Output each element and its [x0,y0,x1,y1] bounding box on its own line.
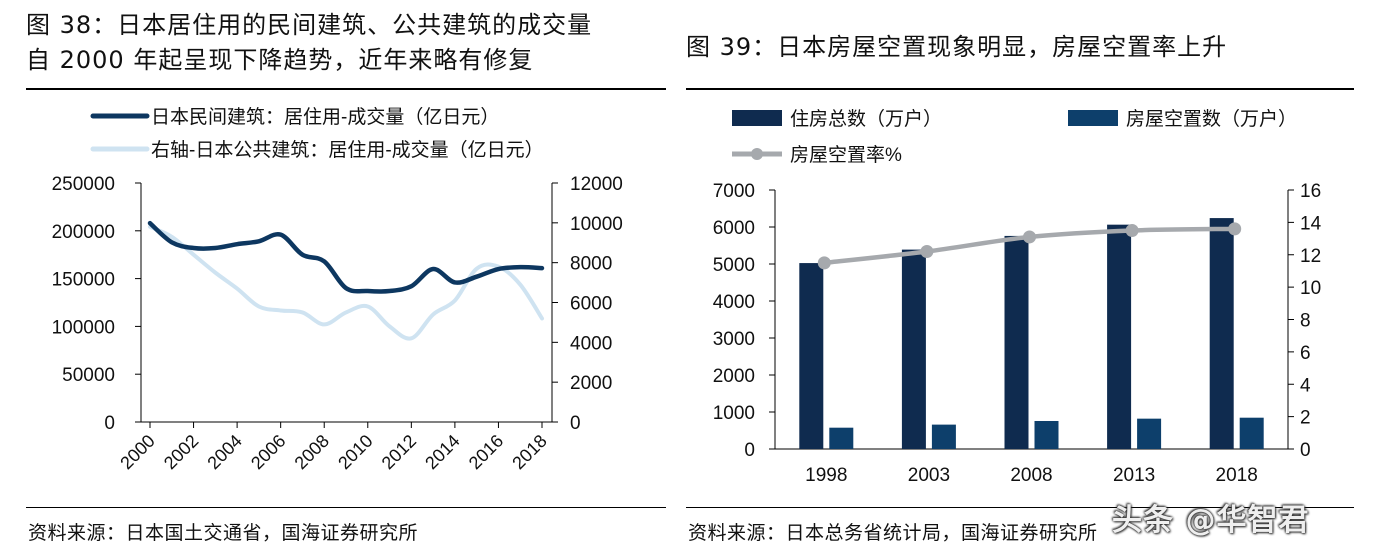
left-y-tick-label: 0 [744,440,755,461]
point-vacancy-rate-2003 [920,245,934,259]
bar-total-housing-1998 [799,263,824,449]
x-tick-label: 2013 [1113,465,1155,486]
right-y-tick-label: 4 [1300,375,1311,396]
bar-vacant-housing-2013 [1137,418,1162,449]
right-y-tick-label: 10000 [570,214,623,235]
legend-label-total-housing: 住房总数（万户） [790,108,942,130]
left-y-tick-label: 100000 [52,317,115,338]
x-tick-label: 2018 [1216,465,1258,486]
bar-vacant-housing-2018 [1239,417,1264,449]
left-y-tick-label: 200000 [52,222,115,243]
x-tick-label: 2003 [908,465,950,486]
right-y-tick-label: 2000 [570,373,612,394]
right-source-note: 资料来源：日本总务省统计局，国海证券研究所 [688,522,1098,544]
point-vacancy-rate-1998 [817,256,831,270]
right-y-tick-label: 6000 [570,294,612,315]
point-vacancy-rate-2013 [1125,223,1139,237]
left-y-tick-label: 2000 [713,366,755,387]
right-y-tick-label: 8 [1300,311,1311,332]
left-source-note: 资料来源：日本国土交通省，国海证券研究所 [28,522,419,544]
right-y-tick-label: 6 [1300,343,1311,364]
right-y-tick-label: 0 [1300,440,1311,461]
x-tick-label: 2008 [1010,465,1052,486]
bar-vacant-housing-2008 [1034,420,1059,449]
right-y-tick-label: 2 [1300,408,1311,429]
left-title-rule [26,88,666,90]
left-y-tick-label: 4000 [713,292,755,313]
left-y-tick-label: 1000 [713,403,755,424]
left-y-tick-label: 6000 [713,218,755,239]
left-y-tick-label: 3000 [713,329,755,350]
left-figure-title: 图 38：日本居住用的民间建筑、公共建筑的成交量 自 2000 年起呈现下降趋势… [26,8,676,78]
bar-vacant-housing-2003 [931,424,956,449]
bar-total-housing-2013 [1107,224,1132,449]
point-vacancy-rate-2008 [1023,230,1036,244]
right-y-tick-label: 8000 [570,254,612,275]
left-y-tick-label: 50000 [62,365,115,386]
left-y-tick-label: 250000 [52,174,115,195]
x-tick-label: 1998 [805,465,847,486]
legend-label-1: 日本民间建筑：居住用-成交量（亿日元） [151,106,499,128]
left-title-line2: 自 2000 年起呈现下降趋势，近年来略有修复 [26,46,534,74]
right-y-tick-label: 12000 [570,174,623,195]
legend-label-vacant-housing: 房屋空置数（万户） [1126,108,1297,130]
legend-marker-vacancy-rate [751,148,763,160]
bar-total-housing-2008 [1004,235,1029,449]
left-source-rule [26,507,666,508]
right-figure-title: 图 39：日本房屋空置现象明显，房屋空置率上升 [686,33,1228,61]
legend-label-vacancy-rate: 房屋空置率% [790,144,902,166]
series-line-public-construction [148,224,544,341]
right-y-tick-label: 14 [1300,213,1322,234]
right-y-tick-label: 0 [570,413,581,434]
left-title-line1: 图 38：日本居住用的民间建筑、公共建筑的成交量 [26,11,593,39]
right-title-rule [686,88,1354,90]
series-line-private-construction [147,220,545,294]
left-y-tick-label: 0 [104,413,115,434]
bar-total-housing-2018 [1209,218,1234,449]
left-y-tick-label: 150000 [52,270,115,291]
left-y-tick-label: 5000 [713,255,755,276]
right-y-tick-label: 10 [1300,278,1321,299]
bar-total-housing-2003 [901,249,926,449]
bar-vacant-housing-1998 [829,427,854,449]
left-y-tick-label: 7000 [713,181,755,202]
legend-swatch-total-housing [732,110,782,126]
legend-label-2: 右轴-日本公共建筑：居住用-成交量（亿日元） [151,139,544,161]
right-y-tick-label: 16 [1300,181,1321,202]
legend-swatch-vacant-housing [1068,110,1118,126]
right-source-rule [686,507,1354,508]
right-y-tick-label: 4000 [570,333,612,354]
point-vacancy-rate-2018 [1228,222,1242,236]
watermark: 头条 @华智君 [1112,503,1310,538]
right-y-tick-label: 12 [1300,246,1321,267]
